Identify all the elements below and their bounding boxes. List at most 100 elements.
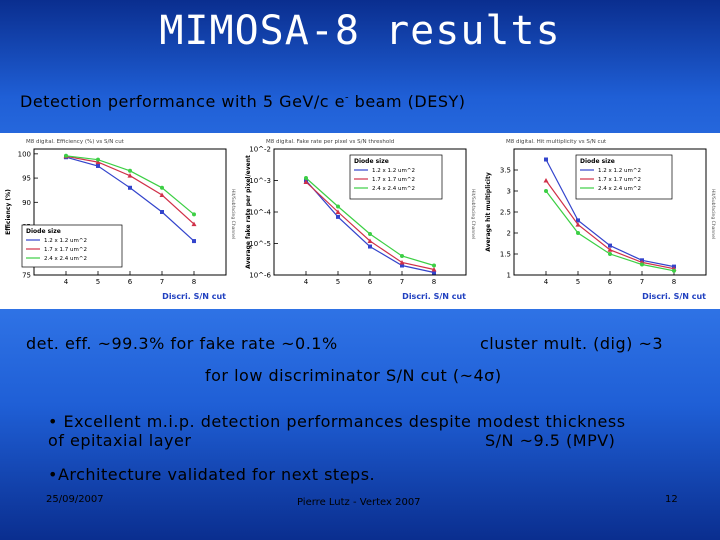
multiplicity-chart: M8 digital. Hit multiplicity vs S/N cut H… — [480, 133, 720, 309]
x-tick-label: 5 — [576, 278, 580, 286]
y-tick-label: 75 — [22, 272, 31, 280]
x-tick-label: 7 — [400, 278, 404, 286]
chart-title: M8 digital. Fake rate per pixel vs S/N t… — [266, 139, 394, 145]
y-tick-label: 3 — [507, 188, 511, 196]
y-tick-label: 1.5 — [500, 251, 511, 259]
x-tick-label: 8 — [672, 278, 676, 286]
footer-page-number: 12 — [665, 494, 678, 505]
data-point — [432, 263, 436, 268]
x-tick-label: 4 — [544, 278, 549, 286]
chart-title: M8 digital. Efficiency (%) vs S/N cut — [26, 139, 125, 145]
data-point — [640, 262, 644, 267]
data-point — [64, 153, 68, 158]
legend-entry: 1.7 x 1.7 um^2 — [372, 177, 415, 183]
legend-entry: 1.2 x 1.2 um^2 — [372, 168, 415, 174]
legend-entry: 2.4 x 2.4 um^2 — [598, 186, 641, 192]
chart-strip: M8 digital. Efficiency (%) vs S/N cut Hit… — [0, 133, 720, 309]
y-tick-label: 10^-6 — [249, 272, 271, 280]
data-point — [672, 268, 676, 273]
legend-box — [21, 224, 123, 268]
data-point — [336, 214, 340, 219]
bullet-1-snr: S/N ~9.5 (MPV) — [485, 431, 616, 450]
multiplicity-chart-svg: M8 digital. Hit multiplicity vs S/N cut H… — [485, 139, 716, 301]
legend-entry: 2.4 x 2.4 um^2 — [44, 256, 87, 262]
legend-box — [575, 154, 673, 200]
caption-efficiency: det. eff. ~99.3% for fake rate ~0.1% — [26, 334, 338, 353]
y-tick-label: 10^-4 — [249, 209, 271, 217]
x-tick-label: 6 — [128, 278, 133, 286]
caption-threshold: for low discriminator S/N cut (~4σ) — [205, 366, 502, 385]
data-point — [192, 239, 196, 244]
fake-rate-chart: M8 digital. Fake rate per pixel vs S/N t… — [240, 133, 480, 309]
y-tick-label: 10^-2 — [249, 146, 271, 154]
y-tick-label: 10^-5 — [249, 240, 271, 248]
x-tick-label: 6 — [608, 278, 613, 286]
x-tick-label: 4 — [64, 278, 69, 286]
data-point — [192, 212, 196, 217]
footer-author: Pierre Lutz - Vertex 2007 — [297, 497, 421, 508]
subtitle-text-end: beam (DESY) — [349, 92, 466, 111]
legend-entry: 1.7 x 1.7 um^2 — [598, 177, 641, 183]
y-tick-label: 10^-3 — [249, 177, 271, 185]
y-tick-label: 1 — [507, 272, 511, 280]
data-point — [304, 176, 308, 181]
data-point — [335, 209, 341, 214]
data-point — [160, 210, 164, 214]
fake-rate-chart-svg: M8 digital. Fake rate per pixel vs S/N t… — [245, 139, 476, 301]
x-axis-label: Discri. S/N cut — [642, 292, 706, 301]
bullet-1-line-2: of epitaxial layer — [48, 431, 192, 450]
bullet-list: • Excellent m.i.p. detection performance… — [48, 412, 698, 484]
data-point — [127, 173, 133, 178]
data-point — [607, 247, 613, 252]
footer-date: 25/09/2007 — [46, 494, 104, 505]
legend-entry: 1.2 x 1.2 um^2 — [598, 168, 641, 174]
x-tick-label: 6 — [368, 278, 373, 286]
y-tick-label: 90 — [22, 199, 31, 207]
y-axis-label: Average fake rate per pixel/event — [245, 155, 252, 269]
data-point — [191, 221, 197, 227]
data-point — [96, 157, 100, 162]
data-point — [367, 238, 373, 244]
legend-title: Diode size — [26, 228, 61, 235]
bullet-2: •Architecture validated for next steps. — [48, 465, 376, 484]
data-point — [543, 178, 549, 183]
x-tick-label: 7 — [640, 278, 644, 286]
data-point — [544, 157, 548, 162]
y-axis-label: Average hit multiplicity — [485, 172, 492, 252]
subtitle-superscript: - — [344, 92, 350, 104]
efficiency-chart: M8 digital. Efficiency (%) vs S/N cut Hit… — [0, 133, 240, 309]
x-tick-label: 7 — [160, 278, 164, 286]
slide-title: MIMOSA-8 results — [159, 8, 561, 54]
data-point — [159, 192, 165, 198]
y-tick-label: 2.5 — [500, 209, 511, 217]
x-tick-label: 5 — [336, 278, 340, 286]
data-point — [575, 222, 581, 227]
data-point — [431, 266, 437, 272]
data-point — [544, 189, 548, 193]
data-point — [128, 185, 132, 190]
axis-side-label: Hit/Subfacing Channel — [470, 189, 476, 239]
data-point — [336, 204, 340, 209]
data-point — [400, 263, 404, 268]
x-axis-label: Discri. S/N cut — [162, 292, 226, 301]
legend-box — [349, 154, 443, 200]
x-tick-label: 5 — [96, 278, 100, 286]
data-point — [400, 254, 404, 259]
x-tick-label: 8 — [432, 278, 436, 286]
data-point — [576, 218, 580, 223]
x-axis-label: Discri. S/N cut — [402, 292, 466, 301]
data-point — [368, 244, 372, 249]
data-point — [96, 163, 100, 168]
data-point — [95, 159, 101, 165]
y-axis-label: Efficiency (%) — [5, 189, 12, 235]
legend-entry: 1.7 x 1.7 um^2 — [44, 247, 87, 253]
axis-side-label: Hit/Subfacing Channel — [230, 189, 236, 239]
subtitle-text: Detection performance with 5 GeV/c e — [20, 92, 345, 111]
y-tick-label: 100 — [18, 150, 31, 158]
legend-entry: 1.2 x 1.2 um^2 — [44, 238, 87, 244]
x-tick-label: 8 — [192, 278, 196, 286]
x-tick-label: 4 — [304, 278, 309, 286]
legend-entry: 2.4 x 2.4 um^2 — [372, 186, 415, 192]
legend-title: Diode size — [354, 158, 389, 165]
y-tick-label: 3.5 — [500, 167, 511, 175]
